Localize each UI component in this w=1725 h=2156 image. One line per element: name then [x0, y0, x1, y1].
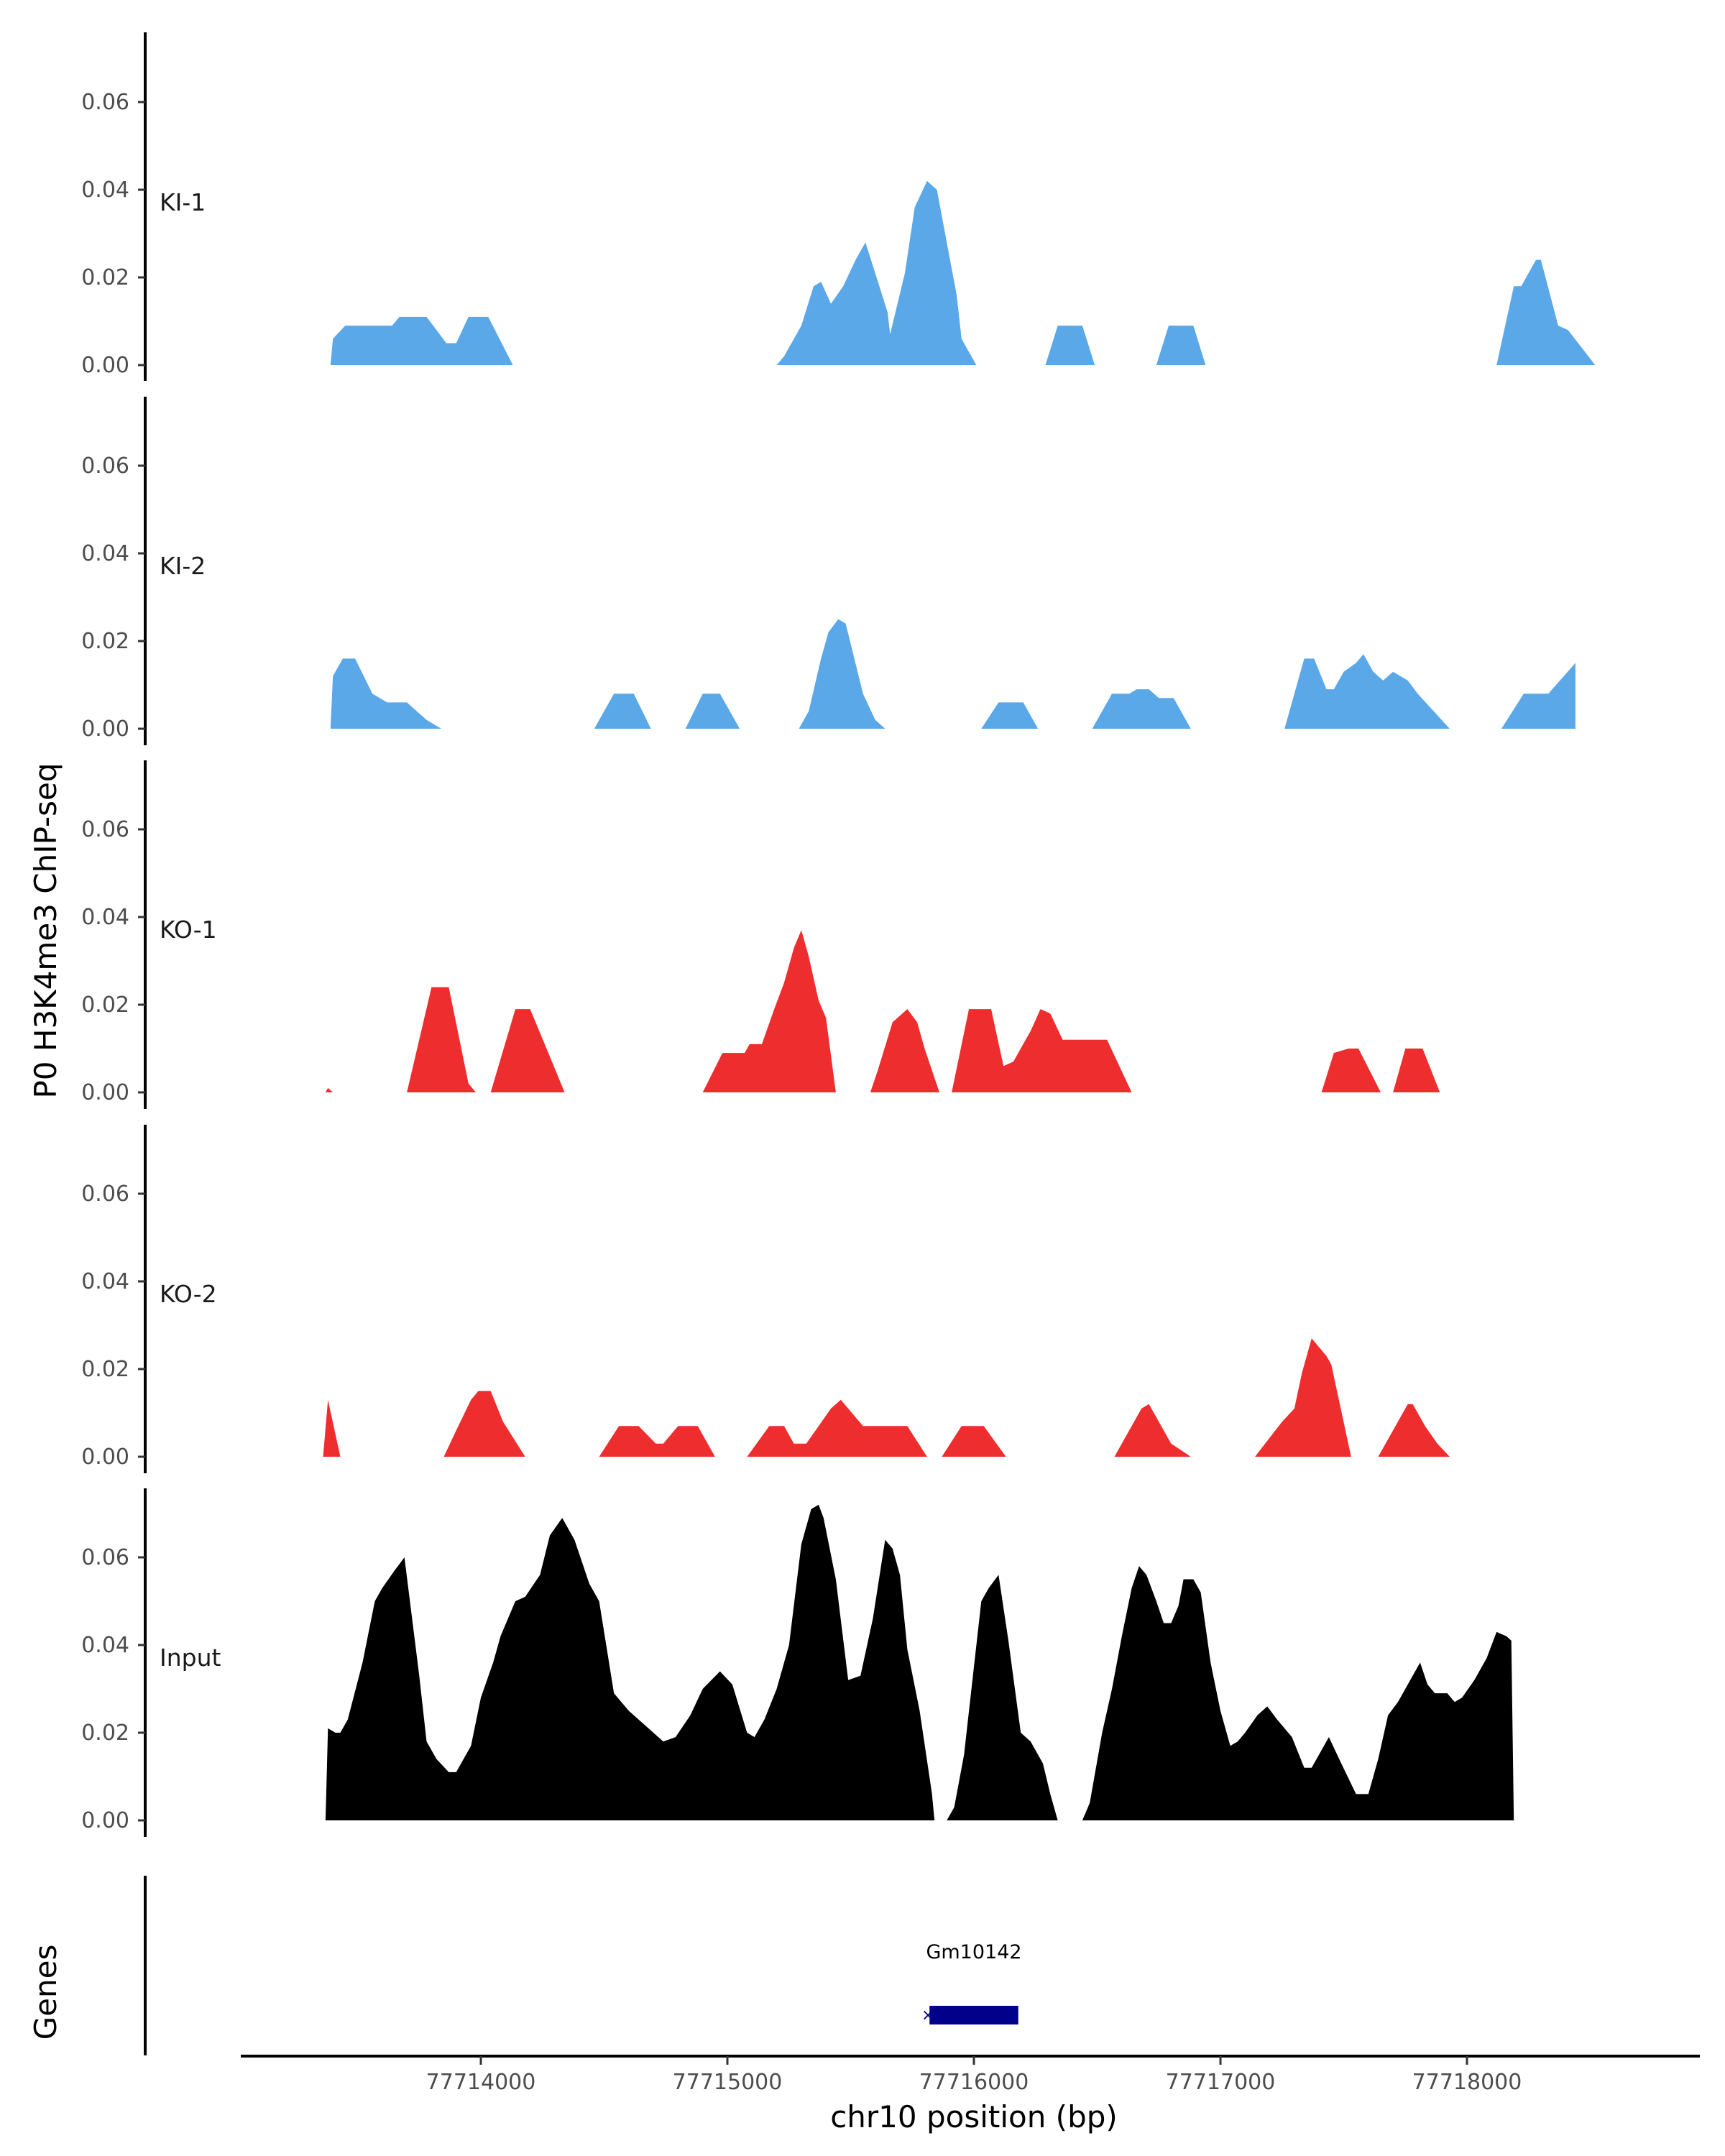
y-tick-label: 0.02: [81, 265, 129, 290]
coverage-area: [330, 619, 1576, 729]
y-tick-label: 0.04: [81, 541, 129, 566]
y-tick-label: 0.00: [81, 1808, 129, 1833]
x-tick-label: 77717000: [1166, 2070, 1276, 2095]
y-tick-label: 0.02: [81, 992, 129, 1018]
y-tick-label: 0.06: [81, 1181, 129, 1207]
y-tick-label: 0.00: [81, 717, 129, 742]
y-axis-title: P0 H3K4me3 ChIP-seq: [28, 763, 63, 1098]
gene-label: Gm10142: [926, 1941, 1021, 1963]
track-panel-input: 0.00 0.02 0.04 0.06 Input: [81, 1488, 1514, 1837]
y-tick-label: 0.02: [81, 629, 129, 654]
x-axis: 77714000 77715000 77716000 77717000 77718000: [241, 2055, 1700, 2095]
y-tick-label: 0.04: [81, 905, 129, 930]
y-tick-label: 0.04: [81, 178, 129, 203]
y-tick-label: 0.00: [81, 353, 129, 378]
track-label: KI-2: [160, 552, 206, 580]
y-tick-label: 0.02: [81, 1357, 129, 1382]
track-panel-ko-1: 0.00 0.02 0.04 0.06 KO-1: [81, 760, 1440, 1109]
y-tick-label: 0.06: [81, 453, 129, 479]
gene-track-title: Genes: [28, 1945, 63, 2040]
y-tick-label: 0.04: [81, 1633, 129, 1658]
gene-track: × Gm10142: [144, 1876, 1022, 2055]
track-label: KO-2: [160, 1280, 217, 1308]
y-tick-label: 0.00: [81, 1445, 129, 1470]
track-label: KO-1: [160, 916, 217, 944]
track-panels: 0.00 0.02 0.04 0.06 KI-1 0.00 0.02 0.04 0.06 KI-2…: [81, 32, 1596, 1837]
coverage-area: [325, 1504, 1514, 1820]
track-panel-ki-2: 0.00 0.02 0.04 0.06 KI-2: [81, 397, 1576, 745]
y-tick-label: 0.06: [81, 90, 129, 115]
y-tick-label: 0.02: [81, 1720, 129, 1746]
x-tick-label: 77718000: [1412, 2070, 1522, 2095]
strand-mark: ×: [921, 2007, 934, 2024]
track-panel-ko-2: 0.00 0.02 0.04 0.06 KO-2: [81, 1125, 1450, 1473]
gene-body: [929, 2006, 1018, 2024]
track-label: Input: [160, 1644, 221, 1672]
coverage-area: [323, 1338, 1450, 1457]
coverage-area: [330, 180, 1596, 366]
y-tick-label: 0.04: [81, 1269, 129, 1294]
y-tick-label: 0.06: [81, 1545, 129, 1570]
track-label: KI-1: [160, 188, 206, 216]
coverage-area: [325, 930, 1440, 1092]
track-panel-ki-1: 0.00 0.02 0.04 0.06 KI-1: [81, 32, 1596, 381]
x-tick-label: 77716000: [919, 2070, 1029, 2095]
y-tick-label: 0.06: [81, 817, 129, 842]
x-tick-label: 77715000: [673, 2070, 783, 2095]
y-tick-label: 0.00: [81, 1080, 129, 1105]
x-axis-title: chr10 position (bp): [830, 2099, 1118, 2134]
x-tick-label: 77714000: [426, 2070, 536, 2095]
